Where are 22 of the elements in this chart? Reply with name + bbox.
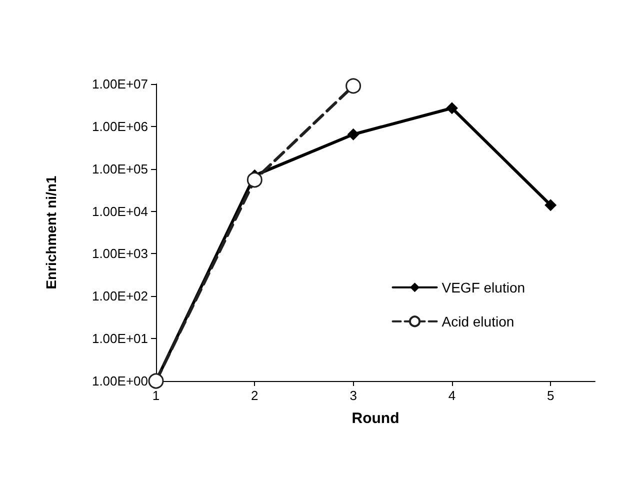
x-tick-label: 4 <box>448 388 456 403</box>
point <box>544 199 557 212</box>
point <box>346 78 362 94</box>
y-axis-title: Enrichment ni/n1 <box>43 176 59 290</box>
x-tick-label: 3 <box>350 388 357 403</box>
y-tick-label: 1.00E+07 <box>92 76 148 92</box>
y-tick-label: 1.00E+00 <box>92 374 148 388</box>
y-tick-label: 1.00E+03 <box>92 246 148 262</box>
legend-label: Acid elution <box>442 313 514 330</box>
y-tick-label: 1.00E+02 <box>92 288 148 304</box>
x-tick-label: 2 <box>251 388 258 403</box>
y-tick-label: 1.00E+04 <box>92 204 148 219</box>
legend-label: VEGF elution <box>442 279 526 296</box>
x-tick-label: 1 <box>152 388 160 403</box>
y-tick-label: 1.00E+05 <box>92 161 148 176</box>
point <box>446 102 458 114</box>
x-tick-label: 5 <box>546 388 554 403</box>
y-tick-label: 1.00E+06 <box>92 118 148 134</box>
y-tick-label: 1.00E+01 <box>92 331 148 346</box>
point <box>347 128 360 140</box>
point <box>246 172 262 188</box>
x-axis-title: Round <box>352 410 400 427</box>
